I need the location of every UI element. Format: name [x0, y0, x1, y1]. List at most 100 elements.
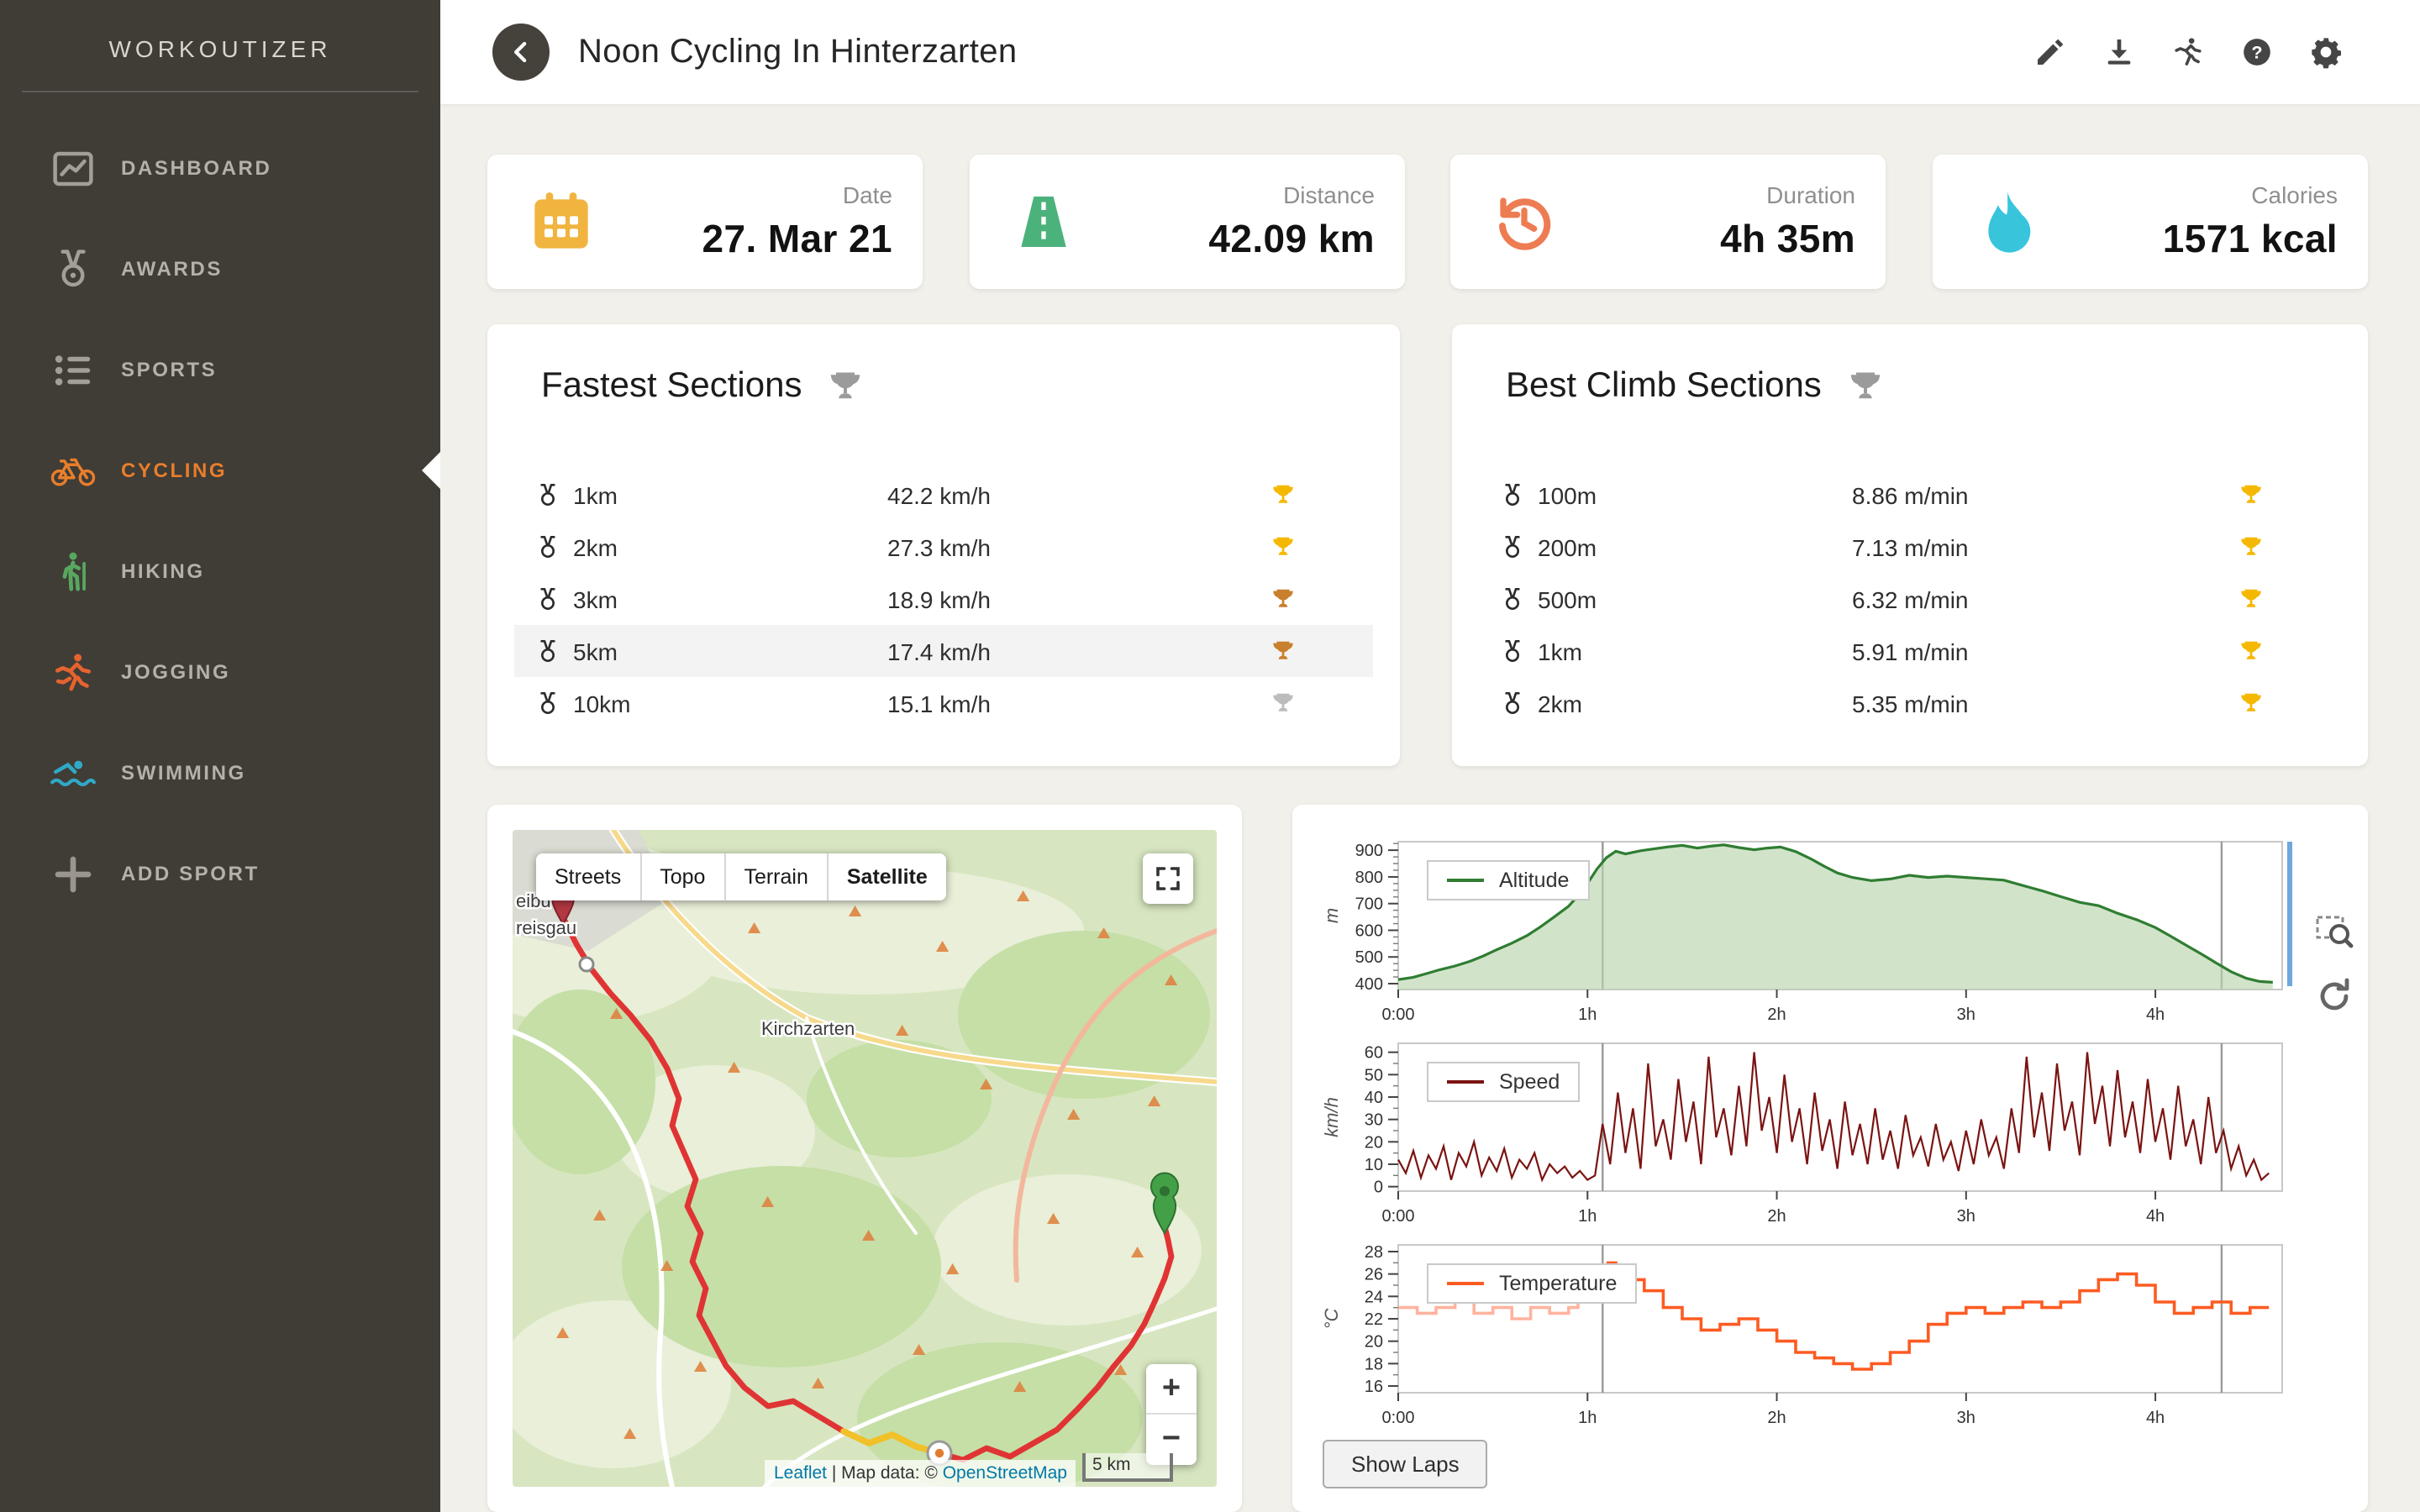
svg-text:28: 28	[1365, 1243, 1383, 1262]
table-row[interactable]: 500m 6.32 m/min	[1479, 573, 2341, 625]
leaflet-link[interactable]: Leaflet	[773, 1463, 828, 1483]
medal-icon	[534, 690, 561, 717]
fullscreen-icon	[1156, 867, 1180, 890]
brush-handle[interactable]	[2287, 842, 2292, 986]
svg-text:18: 18	[1365, 1355, 1383, 1373]
stat-label: Date	[842, 181, 892, 208]
sidebar-item-add-sport[interactable]: ADD SPORT	[0, 823, 440, 924]
svg-text:3h: 3h	[1957, 1409, 1975, 1427]
zoom-out-button[interactable]: −	[1161, 1421, 1181, 1457]
table-row[interactable]: 2km 5.35 m/min	[1479, 677, 2341, 729]
sidebar: WORKOUTIZER DASHBOARD AWARDS SPORTS CYCL…	[0, 0, 440, 1512]
map-scale: 5 km	[1082, 1453, 1173, 1482]
svg-text:24: 24	[1365, 1288, 1383, 1306]
sidebar-item-cycling[interactable]: CYCLING	[0, 420, 440, 521]
zoom-selection-icon[interactable]	[2314, 912, 2354, 953]
header-actions: ?	[2033, 35, 2343, 69]
table-row[interactable]: 10km 15.1 km/h	[514, 677, 1373, 729]
sidebar-item-swimming[interactable]: SWIMMING	[0, 722, 440, 823]
svg-text:3h: 3h	[1957, 1207, 1975, 1226]
stat-label: Calories	[2251, 181, 2338, 208]
section-value: 6.32 m/min	[1852, 585, 1969, 612]
section-value: 7.13 m/min	[1852, 533, 1969, 560]
list-icon	[50, 347, 96, 392]
table-row[interactable]: 2km 27.3 km/h	[514, 521, 1373, 573]
map-canvas[interactable]: Kirchzarten eibu reisgau	[513, 830, 1217, 1487]
legend-label: Speed	[1499, 1070, 1560, 1094]
layer-button-streets[interactable]: Streets	[536, 853, 642, 900]
table-row[interactable]: 100m 8.86 m/min	[1479, 469, 2341, 521]
svg-text:2h: 2h	[1767, 1409, 1786, 1427]
stat-card-date: Date 27. Mar 21	[487, 155, 923, 289]
svg-text:30: 30	[1365, 1111, 1383, 1130]
attribution-text: | Map data: ©	[827, 1463, 943, 1483]
route-map[interactable]: Kirchzarten eibu reisgau Streets Topo Te…	[513, 830, 1217, 1487]
sidebar-menu: DASHBOARD AWARDS SPORTS CYCLING HIKING	[0, 118, 440, 924]
edit-icon[interactable]	[2033, 35, 2067, 69]
sidebar-divider	[22, 91, 418, 92]
download-icon[interactable]	[2102, 35, 2136, 69]
temperature-legend: Temperature	[1427, 1263, 1638, 1304]
stat-value: 27. Mar 21	[702, 217, 892, 260]
medal-icon	[534, 585, 561, 612]
medal-icon	[534, 533, 561, 560]
chart-tools	[2314, 912, 2354, 1016]
active-item-notch	[422, 452, 440, 489]
table-row[interactable]: 200m 7.13 m/min	[1479, 521, 2341, 573]
stat-value: 1571 kcal	[2162, 217, 2338, 260]
hiker-icon	[50, 549, 96, 594]
charts-card: 400 500 600 700 800 900 0:00 1h 2h 3h 4h m Altitude…	[1292, 805, 2368, 1512]
reset-zoom-icon[interactable]	[2314, 976, 2354, 1016]
table-row[interactable]: 1km 42.2 km/h	[514, 469, 1373, 521]
stat-value: 42.09 km	[1208, 217, 1375, 260]
svg-text:800: 800	[1355, 869, 1383, 887]
app-title: WORKOUTIZER	[108, 35, 332, 62]
section-distance: 1km	[573, 481, 618, 508]
sidebar-item-sports[interactable]: SPORTS	[0, 319, 440, 420]
altitude-chart[interactable]: 400 500 600 700 800 900 0:00 1h 2h 3h 4h m Altitude	[1306, 837, 2321, 1042]
calendar-icon	[528, 188, 595, 255]
table-row[interactable]: 3km 18.9 km/h	[514, 573, 1373, 625]
back-button[interactable]	[492, 24, 550, 81]
flame-icon	[1973, 188, 2040, 255]
svg-text:km/h: km/h	[1321, 1097, 1342, 1137]
plus-icon	[50, 851, 96, 896]
section-distance: 5km	[573, 638, 618, 664]
section-value: 15.1 km/h	[887, 690, 991, 717]
route-highlight-segment	[840, 1428, 943, 1457]
svg-text:40: 40	[1365, 1089, 1383, 1107]
table-row[interactable]: 1km 5.91 m/min	[1479, 625, 2341, 677]
layer-button-topo[interactable]: Topo	[641, 853, 726, 900]
speed-chart[interactable]: 0 10 20 30 40 50 60 0:00 1h 2h 3h 4h km/h Speed	[1306, 1038, 2321, 1243]
osm-link[interactable]: OpenStreetMap	[942, 1463, 1067, 1483]
stat-card-duration: Duration 4h 35m	[1450, 155, 1886, 289]
sidebar-item-hiking[interactable]: HIKING	[0, 521, 440, 622]
stat-value: 4h 35m	[1720, 217, 1855, 260]
route-line	[560, 914, 847, 1435]
svg-text:400: 400	[1355, 975, 1383, 994]
road-icon	[1010, 188, 1077, 255]
activity-icon[interactable]	[2171, 35, 2205, 69]
sidebar-item-awards[interactable]: AWARDS	[0, 218, 440, 319]
show-laps-button[interactable]: Show Laps	[1323, 1440, 1488, 1488]
sidebar-item-label: AWARDS	[121, 257, 223, 281]
sidebar-item-dashboard[interactable]: DASHBOARD	[0, 118, 440, 218]
fullscreen-button[interactable]	[1143, 853, 1193, 904]
map-zoom-control: + −	[1146, 1364, 1197, 1465]
section-distance: 3km	[573, 585, 618, 612]
svg-text:0:00: 0:00	[1382, 1409, 1415, 1427]
map-attribution: Leaflet | Map data: © OpenStreetMap	[765, 1460, 1076, 1487]
help-icon[interactable]: ?	[2240, 35, 2274, 69]
zoom-in-button[interactable]: +	[1146, 1364, 1197, 1415]
panel-title-text: Fastest Sections	[541, 366, 802, 405]
settings-icon[interactable]	[2309, 35, 2343, 69]
temperature-chart[interactable]: 16 18 20 22 24 26 28 0:00 1h 2h 3h 4h °C Temperature	[1306, 1240, 2321, 1445]
trophy-icon	[1847, 368, 1884, 405]
layer-button-satellite[interactable]: Satellite	[828, 853, 946, 900]
trophy-icon	[2238, 534, 2264, 559]
sidebar-item-jogging[interactable]: JOGGING	[0, 622, 440, 722]
trophy-icon	[2238, 482, 2264, 507]
svg-text:m: m	[1321, 908, 1342, 923]
layer-button-terrain[interactable]: Terrain	[725, 853, 829, 900]
table-row-highlighted[interactable]: 5km 17.4 km/h	[514, 625, 1373, 677]
